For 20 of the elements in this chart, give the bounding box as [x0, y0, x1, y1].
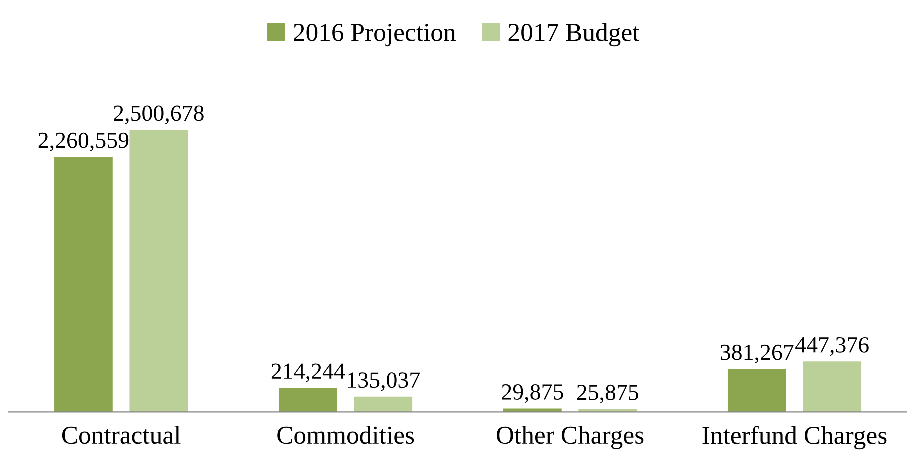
x-tick-label: Other Charges — [496, 426, 644, 450]
bar — [279, 388, 338, 412]
data-label: 2,260,559 — [38, 132, 129, 152]
bar — [54, 157, 113, 412]
data-label: 25,875 — [577, 384, 638, 404]
legend-label: 2016 Projection — [294, 24, 456, 47]
x-tick-label: Commodities — [278, 426, 414, 444]
legend-label: 2017 Budget — [508, 23, 640, 47]
x-tick-label: Contractual — [62, 426, 181, 444]
data-label: 381,267 — [721, 344, 794, 364]
x-tick-label: Interfund Charges — [702, 426, 887, 450]
data-label: 135,037 — [348, 372, 420, 392]
bar — [130, 130, 188, 412]
bar — [728, 369, 786, 412]
data-label: 214,244 — [272, 364, 346, 382]
data-label: 447,376 — [796, 337, 869, 356]
data-label: 29,875 — [502, 384, 564, 404]
data-label: 2,500,678 — [114, 106, 204, 124]
bar — [354, 396, 413, 412]
bar — [803, 362, 862, 412]
